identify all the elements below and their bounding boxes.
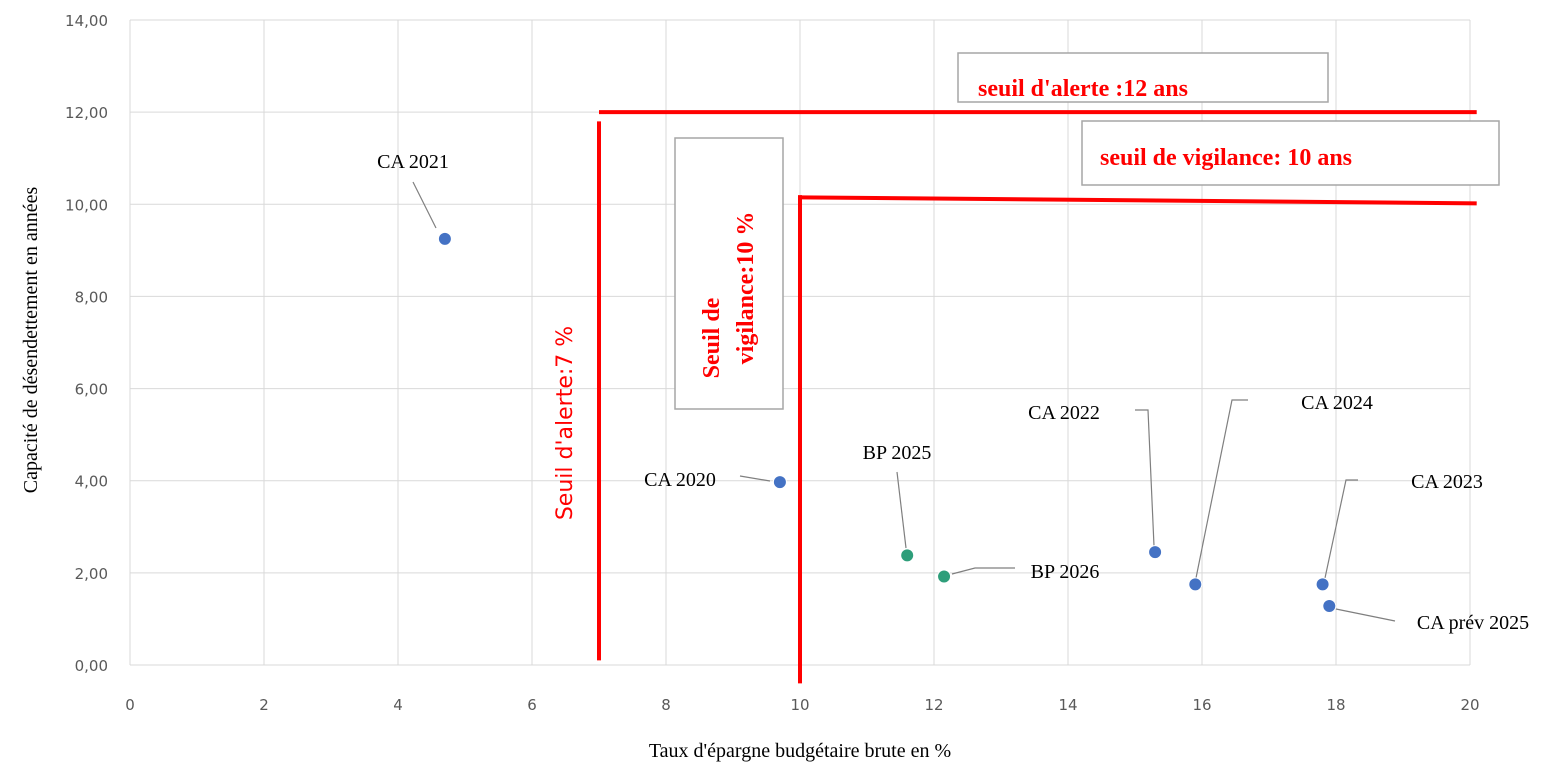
x-tick-label: 4 bbox=[393, 696, 403, 714]
point-label: CA 2020 bbox=[644, 469, 716, 491]
x-tick-label: 14 bbox=[1058, 696, 1077, 714]
data-point bbox=[900, 548, 915, 563]
threshold-line-vigilance-horizontal bbox=[799, 195, 1477, 206]
leader-line bbox=[739, 475, 771, 482]
y-tick-label: 12,00 bbox=[65, 104, 108, 122]
data-point bbox=[937, 569, 952, 584]
point-label: CA 2021 bbox=[377, 151, 449, 173]
x-tick-label: 18 bbox=[1326, 696, 1345, 714]
y-tick-label: 0,00 bbox=[75, 657, 108, 675]
alerte-vertical-label: Seuil d'alerte:7 % bbox=[553, 326, 578, 520]
x-axis-title: Taux d'épargne budgétaire brute en % bbox=[649, 740, 951, 762]
leader-line bbox=[896, 471, 907, 549]
point-label: CA 2024 bbox=[1301, 392, 1373, 414]
vigilance-horizontal-label: seuil de vigilance: 10 ans bbox=[1100, 145, 1352, 171]
data-point bbox=[1188, 577, 1203, 592]
y-tick-label: 4,00 bbox=[75, 473, 108, 491]
threshold-label-boxes: seuil d'alerte :12 ans seuil de vigilance… bbox=[553, 52, 1500, 520]
leader-line bbox=[1195, 399, 1248, 579]
vigilance-vertical-label-line1: Seuil de bbox=[699, 297, 725, 378]
vigilance-vertical-label-line2: vigilance:10 % bbox=[733, 212, 759, 365]
data-point bbox=[772, 475, 787, 490]
x-tick-label: 0 bbox=[125, 696, 135, 714]
y-tick-label: 2,00 bbox=[75, 565, 108, 583]
alerte-label-box bbox=[957, 52, 1329, 103]
vigilance-label-box bbox=[1081, 120, 1500, 186]
data-point bbox=[1315, 577, 1330, 592]
point-labels: CA 2021 CA 2020 BP 2025 BP 2026 CA 2022 CA 20… bbox=[377, 151, 1529, 634]
point-label: CA 2022 bbox=[1028, 402, 1100, 424]
leader-line bbox=[951, 567, 1015, 575]
x-tick-label: 20 bbox=[1460, 696, 1479, 714]
point-label: BP 2026 bbox=[1031, 561, 1100, 583]
leader-line bbox=[1135, 409, 1155, 547]
x-tick-label: 8 bbox=[661, 696, 671, 714]
data-point bbox=[437, 231, 452, 246]
point-label: CA 2023 bbox=[1411, 471, 1483, 493]
point-label: CA prév 2025 bbox=[1417, 612, 1529, 634]
y-tick-label: 6,00 bbox=[75, 381, 108, 399]
leader-line bbox=[1335, 608, 1396, 622]
x-tick-label: 12 bbox=[924, 696, 943, 714]
x-tick-label: 10 bbox=[790, 696, 809, 714]
y-tick-label: 8,00 bbox=[75, 288, 108, 306]
leader-line bbox=[1324, 479, 1358, 579]
vertical-vigilance-box bbox=[674, 137, 784, 410]
data-points bbox=[437, 231, 1337, 614]
data-point bbox=[1322, 599, 1337, 614]
point-label: BP 2025 bbox=[863, 442, 932, 464]
y-axis-title: Capacité de désendettement en années bbox=[20, 187, 42, 494]
x-tick-label: 16 bbox=[1192, 696, 1211, 714]
y-tick-label: 14,00 bbox=[65, 12, 108, 30]
tick-labels: 0 2 4 6 8 10 12 14 16 18 20 0,00 2,00 4,00 6,00 8,00 10,… bbox=[65, 12, 1480, 714]
x-tick-label: 2 bbox=[259, 696, 269, 714]
data-point bbox=[1148, 545, 1163, 560]
leader-lines bbox=[412, 181, 1396, 622]
leader-line bbox=[412, 181, 437, 229]
alerte-horizontal-label: seuil d'alerte :12 ans bbox=[978, 76, 1188, 102]
y-tick-label: 10,00 bbox=[65, 196, 108, 214]
x-tick-label: 6 bbox=[527, 696, 537, 714]
threshold-lines bbox=[597, 110, 1477, 684]
